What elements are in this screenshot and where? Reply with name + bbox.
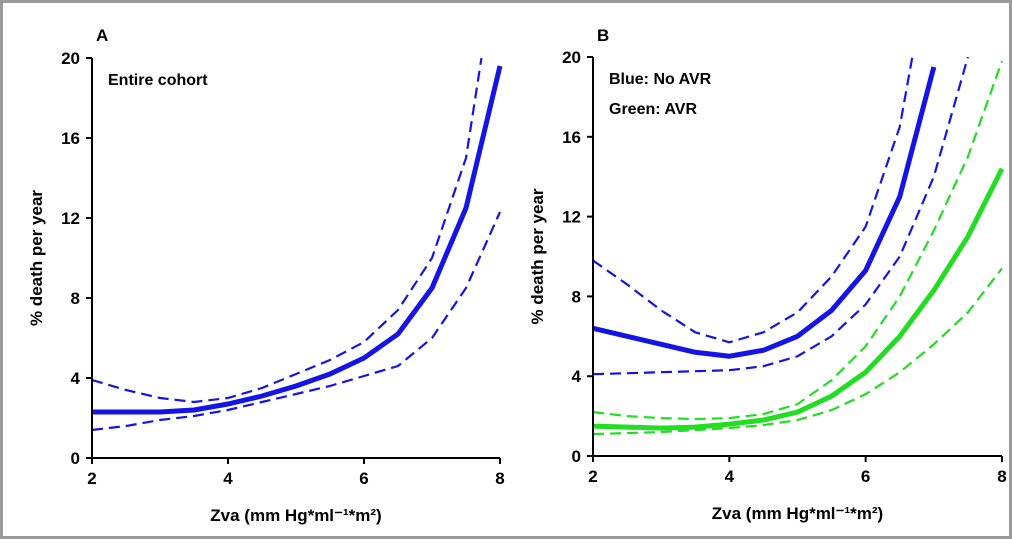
x-axis-label: Zva (mm Hg*ml⁻¹*m²) xyxy=(712,504,883,523)
dashed-line xyxy=(593,57,914,344)
y-tick-label: 20 xyxy=(562,48,581,67)
x-tick-label: 4 xyxy=(223,469,233,488)
dashed-line xyxy=(593,267,1003,436)
dashed-line xyxy=(92,58,483,404)
y-tick-label: 8 xyxy=(71,289,80,308)
y-tick-label: 16 xyxy=(61,129,80,148)
y-tick-label: 0 xyxy=(572,447,581,466)
y-tick-label: 12 xyxy=(61,209,80,228)
y-tick-label: 8 xyxy=(572,287,581,306)
y-tick-label: 0 xyxy=(71,449,80,468)
x-tick-label: 6 xyxy=(359,469,368,488)
plot-area xyxy=(593,57,1005,436)
line xyxy=(593,167,1005,431)
x-tick-label: 8 xyxy=(997,467,1006,486)
y-tick-label: 20 xyxy=(61,49,80,68)
annotation: Green: AVR xyxy=(609,101,697,118)
line xyxy=(593,66,937,359)
dashed-line xyxy=(593,57,969,376)
x-tick-label: 4 xyxy=(725,467,735,486)
y-tick-label: 4 xyxy=(572,367,582,386)
x-tick-label: 8 xyxy=(495,469,504,488)
dashed-line xyxy=(593,60,1004,421)
plot-area xyxy=(92,58,503,432)
y-tick-label: 16 xyxy=(562,128,581,147)
annotation: Entire cohort xyxy=(108,72,208,89)
y-tick-label: 4 xyxy=(71,369,81,388)
x-tick-label: 2 xyxy=(588,467,597,486)
x-axis-label: Zva (mm Hg*ml⁻¹*m²) xyxy=(210,506,381,525)
panel-label: B xyxy=(597,26,609,45)
x-tick-label: 6 xyxy=(861,467,870,486)
y-axis-label: % death per year xyxy=(27,190,46,326)
x-tick-label: 2 xyxy=(87,469,96,488)
y-tick-label: 12 xyxy=(562,208,581,227)
dashed-line xyxy=(92,211,502,432)
y-axis-label: % death per year xyxy=(528,188,547,324)
annotation: Blue: No AVR xyxy=(609,71,712,88)
line xyxy=(92,65,503,415)
panel-label: A xyxy=(96,26,108,45)
